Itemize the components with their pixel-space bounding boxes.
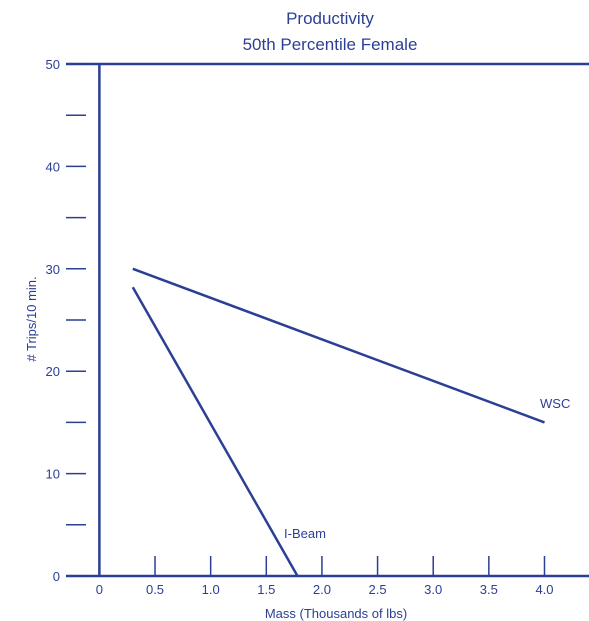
y-tick-label-10: 10 <box>46 467 60 482</box>
series-line-i-beam <box>131 286 299 577</box>
y-axis-label: # Trips/10 min. <box>24 276 39 361</box>
x-tick-label-0: 0 <box>96 582 103 597</box>
x-tick-label-3.5: 3.5 <box>480 582 498 597</box>
chart-title: Productivity <box>286 9 374 28</box>
x-axis-label: Mass (Thousands of lbs) <box>265 606 407 621</box>
y-tick-label-50: 50 <box>46 57 60 72</box>
series-label-i-beam: I-Beam <box>284 526 326 541</box>
x-tick-label-2.5: 2.5 <box>369 582 387 597</box>
chart-subtitle: 50th Percentile Female <box>243 35 418 54</box>
x-tick-label-4: 4.0 <box>535 582 553 597</box>
series-label-wsc: WSC <box>540 396 570 411</box>
x-tick-label-0.5: 0.5 <box>146 582 164 597</box>
y-tick-label-0: 0 <box>53 569 60 584</box>
x-tick-label-1.5: 1.5 <box>257 582 275 597</box>
y-tick-label-30: 30 <box>46 262 60 277</box>
y-tick-label-40: 40 <box>46 159 60 174</box>
x-tick-label-1: 1.0 <box>202 582 220 597</box>
y-tick-label-20: 20 <box>46 364 60 379</box>
axes <box>66 62 589 578</box>
series-lines <box>131 267 545 577</box>
ticks: 0 10 20 30 40 50 0 0.5 1.0 1.5 2.0 2.5 3.0 3.5 4.0 <box>46 57 554 597</box>
x-tick-label-3: 3.0 <box>424 582 442 597</box>
x-tick-label-2: 2.0 <box>313 582 331 597</box>
series-line-wsc <box>132 267 545 424</box>
